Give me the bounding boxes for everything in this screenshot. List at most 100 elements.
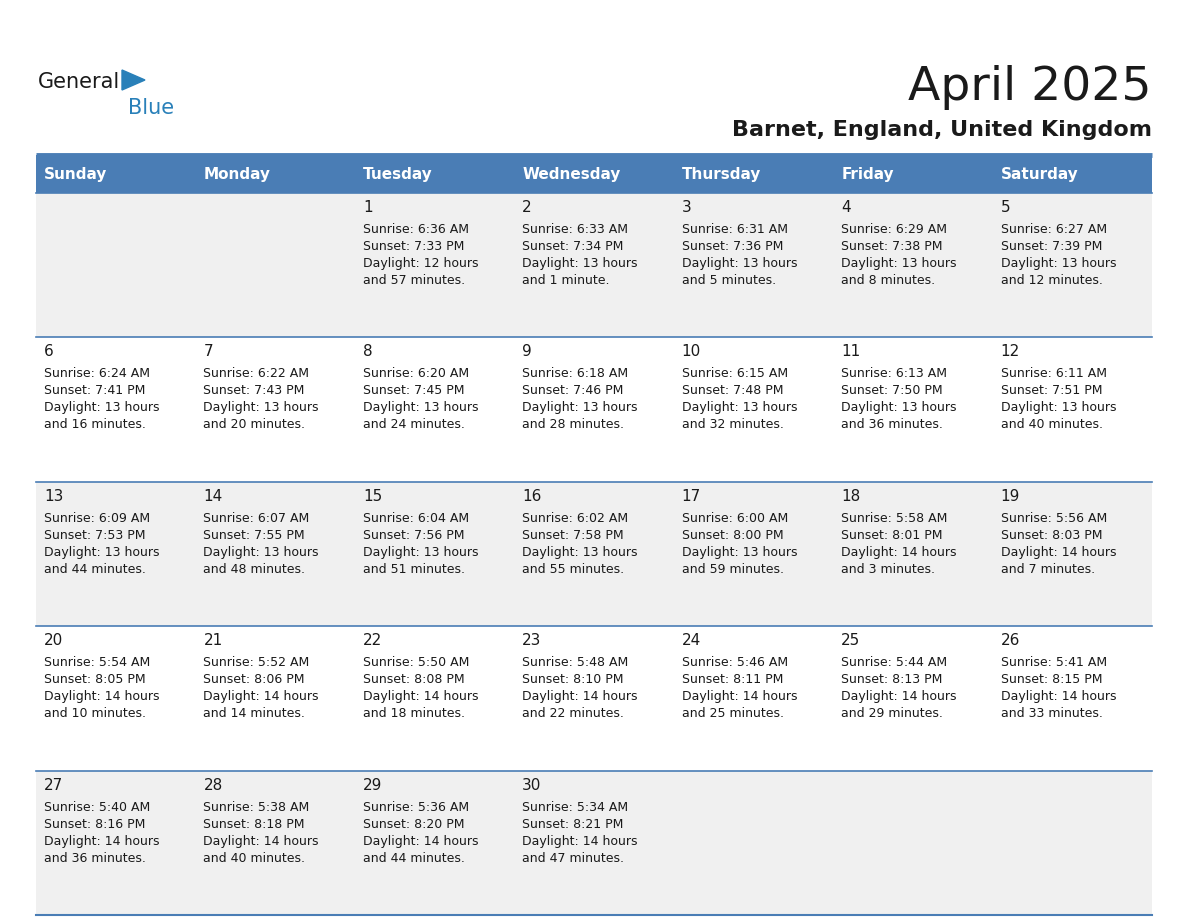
Text: Sunrise: 5:58 AM: Sunrise: 5:58 AM [841, 512, 948, 525]
Text: Sunset: 8:18 PM: Sunset: 8:18 PM [203, 818, 305, 831]
Text: and 5 minutes.: and 5 minutes. [682, 274, 776, 287]
Bar [36, 482, 196, 626]
Text: Sunset: 7:41 PM: Sunset: 7:41 PM [44, 385, 145, 397]
Text: Daylight: 13 hours: Daylight: 13 hours [362, 546, 479, 559]
Bar [196, 338, 355, 482]
Text: Sunrise: 6:02 AM: Sunrise: 6:02 AM [523, 512, 628, 525]
Text: 9: 9 [523, 344, 532, 360]
Text: Sunset: 8:10 PM: Sunset: 8:10 PM [523, 673, 624, 686]
Text: 19: 19 [1000, 488, 1020, 504]
Bar [36, 193, 196, 338]
Text: 25: 25 [841, 633, 860, 648]
Text: 23: 23 [523, 633, 542, 648]
Text: 8: 8 [362, 344, 373, 360]
Text: Sunrise: 5:56 AM: Sunrise: 5:56 AM [1000, 512, 1107, 525]
Text: Daylight: 13 hours: Daylight: 13 hours [203, 401, 318, 414]
Text: and 55 minutes.: and 55 minutes. [523, 563, 625, 576]
Text: 6: 6 [44, 344, 53, 360]
Text: Sunrise: 5:52 AM: Sunrise: 5:52 AM [203, 656, 310, 669]
Bar [674, 155, 833, 193]
Text: Sunset: 8:01 PM: Sunset: 8:01 PM [841, 529, 942, 542]
Text: Sunset: 7:58 PM: Sunset: 7:58 PM [523, 529, 624, 542]
Text: Daylight: 14 hours: Daylight: 14 hours [362, 690, 479, 703]
Text: Daylight: 14 hours: Daylight: 14 hours [841, 546, 956, 559]
Text: Daylight: 13 hours: Daylight: 13 hours [44, 401, 159, 414]
Bar [196, 193, 355, 338]
Text: Daylight: 14 hours: Daylight: 14 hours [523, 690, 638, 703]
Text: Daylight: 13 hours: Daylight: 13 hours [44, 546, 159, 559]
Text: Sunrise: 6:11 AM: Sunrise: 6:11 AM [1000, 367, 1106, 380]
Text: and 40 minutes.: and 40 minutes. [203, 852, 305, 865]
Text: and 40 minutes.: and 40 minutes. [1000, 419, 1102, 431]
Text: and 1 minute.: and 1 minute. [523, 274, 609, 287]
Text: 28: 28 [203, 778, 222, 792]
Text: 18: 18 [841, 488, 860, 504]
Text: and 14 minutes.: and 14 minutes. [203, 707, 305, 721]
Text: April 2025: April 2025 [909, 65, 1152, 110]
Text: and 22 minutes.: and 22 minutes. [523, 707, 624, 721]
Text: 5: 5 [1000, 200, 1010, 215]
Bar [514, 338, 674, 482]
Text: Sunset: 8:05 PM: Sunset: 8:05 PM [44, 673, 146, 686]
Text: and 7 minutes.: and 7 minutes. [1000, 563, 1094, 576]
Text: Sunset: 8:20 PM: Sunset: 8:20 PM [362, 818, 465, 831]
Text: Daylight: 13 hours: Daylight: 13 hours [523, 401, 638, 414]
Text: Daylight: 13 hours: Daylight: 13 hours [203, 546, 318, 559]
Bar [992, 482, 1152, 626]
Text: Daylight: 14 hours: Daylight: 14 hours [841, 690, 956, 703]
Text: Sunrise: 6:33 AM: Sunrise: 6:33 AM [523, 223, 628, 236]
Text: 26: 26 [1000, 633, 1020, 648]
Text: Sunrise: 5:44 AM: Sunrise: 5:44 AM [841, 656, 947, 669]
Text: and 12 minutes.: and 12 minutes. [1000, 274, 1102, 287]
Text: and 44 minutes.: and 44 minutes. [44, 563, 146, 576]
Text: Sunset: 7:51 PM: Sunset: 7:51 PM [1000, 385, 1102, 397]
Text: Sunset: 7:53 PM: Sunset: 7:53 PM [44, 529, 145, 542]
Text: Sunrise: 6:27 AM: Sunrise: 6:27 AM [1000, 223, 1107, 236]
Text: 16: 16 [523, 488, 542, 504]
Text: 21: 21 [203, 633, 222, 648]
Bar [674, 193, 833, 338]
Text: and 20 minutes.: and 20 minutes. [203, 419, 305, 431]
Text: and 48 minutes.: and 48 minutes. [203, 563, 305, 576]
Text: 2: 2 [523, 200, 532, 215]
Text: Sunset: 7:34 PM: Sunset: 7:34 PM [523, 240, 624, 253]
Text: Sunrise: 6:13 AM: Sunrise: 6:13 AM [841, 367, 947, 380]
Text: 11: 11 [841, 344, 860, 360]
Text: Daylight: 13 hours: Daylight: 13 hours [1000, 257, 1116, 270]
Text: Saturday: Saturday [1000, 166, 1079, 182]
Bar [514, 155, 674, 193]
Bar [355, 193, 514, 338]
Text: and 51 minutes.: and 51 minutes. [362, 563, 465, 576]
Text: Daylight: 14 hours: Daylight: 14 hours [523, 834, 638, 847]
Bar [514, 482, 674, 626]
Text: Sunset: 8:08 PM: Sunset: 8:08 PM [362, 673, 465, 686]
Text: Sunset: 7:36 PM: Sunset: 7:36 PM [682, 240, 783, 253]
Text: Sunrise: 6:07 AM: Sunrise: 6:07 AM [203, 512, 310, 525]
Bar [355, 770, 514, 915]
Text: Daylight: 13 hours: Daylight: 13 hours [682, 546, 797, 559]
Text: Sunrise: 6:36 AM: Sunrise: 6:36 AM [362, 223, 469, 236]
Text: Daylight: 13 hours: Daylight: 13 hours [841, 401, 956, 414]
Text: Sunrise: 5:36 AM: Sunrise: 5:36 AM [362, 800, 469, 813]
Text: Daylight: 14 hours: Daylight: 14 hours [44, 834, 159, 847]
Text: Daylight: 14 hours: Daylight: 14 hours [362, 834, 479, 847]
Bar [196, 626, 355, 770]
Text: and 16 minutes.: and 16 minutes. [44, 419, 146, 431]
Text: Sunrise: 6:22 AM: Sunrise: 6:22 AM [203, 367, 309, 380]
Text: Sunrise: 5:48 AM: Sunrise: 5:48 AM [523, 656, 628, 669]
Text: Daylight: 12 hours: Daylight: 12 hours [362, 257, 479, 270]
Text: 30: 30 [523, 778, 542, 792]
Bar [833, 482, 992, 626]
Bar [514, 626, 674, 770]
Text: 13: 13 [44, 488, 63, 504]
Text: Sunset: 7:45 PM: Sunset: 7:45 PM [362, 385, 465, 397]
Text: 27: 27 [44, 778, 63, 792]
Text: and 59 minutes.: and 59 minutes. [682, 563, 784, 576]
Text: 17: 17 [682, 488, 701, 504]
Text: Friday: Friday [841, 166, 893, 182]
Text: Thursday: Thursday [682, 166, 762, 182]
Text: Sunset: 8:06 PM: Sunset: 8:06 PM [203, 673, 305, 686]
Text: Sunrise: 6:29 AM: Sunrise: 6:29 AM [841, 223, 947, 236]
Text: Sunset: 7:43 PM: Sunset: 7:43 PM [203, 385, 305, 397]
Text: and 28 minutes.: and 28 minutes. [523, 419, 624, 431]
